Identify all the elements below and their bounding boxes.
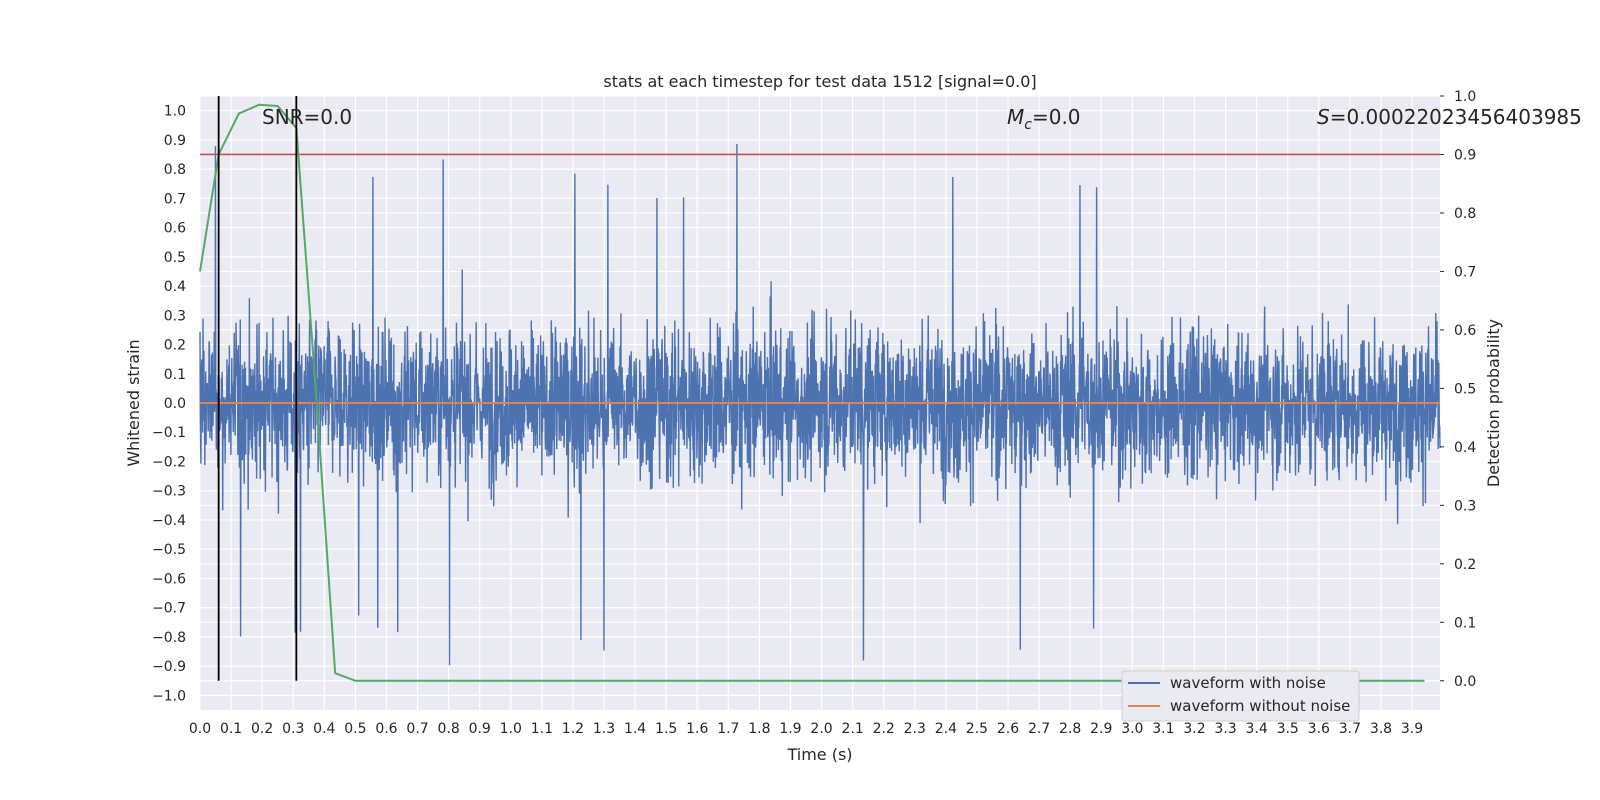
y-tick-label: −0.7 [152, 601, 186, 617]
legend: waveform with noise waveform without noi… [1121, 670, 1360, 722]
x-tick-label: 0.3 [282, 721, 304, 737]
y-tick-label: 0.0 [164, 396, 186, 412]
y2-tick-label: 0.5 [1454, 381, 1476, 397]
y2-axis-label: Detection probability [1484, 319, 1503, 487]
s-value: =0.00022023456403985 [1330, 105, 1582, 129]
x-tick-label: 2.3 [904, 721, 926, 737]
x-tick-label: 1.3 [593, 721, 615, 737]
y-tick-label: 1.0 [164, 104, 186, 120]
x-tick-label: 3.3 [1214, 721, 1236, 737]
y-tick-label: −0.5 [152, 542, 186, 558]
x-tick-label: 0.1 [220, 721, 242, 737]
mc-value: =0.0 [1032, 105, 1081, 129]
mc-subscript: c [1024, 117, 1032, 133]
y2-tick-label: 0.4 [1454, 440, 1476, 456]
legend-box [1121, 670, 1360, 722]
y-tick-label: 0.5 [164, 250, 186, 266]
y-tick-label: 0.2 [164, 338, 186, 354]
y-tick-label: −0.1 [152, 425, 186, 441]
x-axis-label: Time (s) [786, 745, 852, 764]
x-tick-label: 2.1 [841, 721, 863, 737]
s-symbol: S [1317, 105, 1330, 129]
x-axis-ticks: 0.0 0.1 0.2 0.3 0.4 0.5 0.6 0.7 0.8 0.9 1.0 1.1 1.2 1… [189, 721, 1423, 737]
y2-tick-label: 0.9 [1454, 147, 1476, 163]
y-tick-label: 0.1 [164, 367, 186, 383]
y-tick-label: 0.8 [164, 162, 186, 178]
y-tick-label: 0.4 [164, 279, 186, 295]
y-tick-label: −0.9 [152, 659, 186, 675]
x-tick-label: 3.6 [1308, 721, 1330, 737]
y-tick-label: −0.4 [152, 513, 186, 529]
series-detection-probability [199, 103, 1425, 682]
y2-tick-label: 0.6 [1454, 323, 1476, 339]
x-tick-label: 1.6 [686, 721, 708, 737]
plot-area [199, 95, 1441, 710]
y2-tick-label: 0.2 [1454, 557, 1476, 573]
x-tick-label: 2.2 [873, 721, 895, 737]
x-tick-label: 1.8 [748, 721, 770, 737]
y-tick-label: 0.6 [164, 221, 186, 237]
chart-title: stats at each timestep for test data 151… [603, 72, 1036, 91]
snr-annotation: SNR=0.0 [262, 105, 352, 129]
x-tick-label: 0.0 [189, 721, 211, 737]
legend-label-noise: waveform with noise [1170, 674, 1326, 692]
y-tick-label: 0.9 [164, 133, 186, 149]
y-tick-label: −1.0 [152, 688, 186, 704]
y-tick-label: −0.8 [152, 630, 186, 646]
y2-tick-label: 0.1 [1454, 615, 1476, 631]
x-tick-label: 3.0 [1121, 721, 1143, 737]
x-tick-label: 2.5 [966, 721, 988, 737]
x-tick-label: 1.9 [779, 721, 801, 737]
x-tick-label: 3.7 [1339, 721, 1361, 737]
s-annotation: S=0.00022023456403985 [1317, 105, 1582, 129]
x-tick-label: 2.9 [1090, 721, 1112, 737]
x-tick-label: 2.7 [1028, 721, 1050, 737]
x-tick-label: 3.4 [1246, 721, 1268, 737]
y2-tick-label: 0.0 [1454, 674, 1476, 690]
mc-symbol: M [1007, 105, 1024, 129]
x-tick-label: 0.8 [437, 721, 459, 737]
x-tick-label: 3.9 [1401, 721, 1423, 737]
y2-tick-label: 0.8 [1454, 206, 1476, 222]
y2-tick-label: 1.0 [1454, 89, 1476, 105]
x-tick-label: 1.5 [655, 721, 677, 737]
x-tick-label: 0.5 [344, 721, 366, 737]
x-tick-label: 1.0 [500, 721, 522, 737]
y-tick-label: 0.3 [164, 308, 186, 324]
x-tick-label: 0.6 [375, 721, 397, 737]
x-tick-label: 2.4 [935, 721, 957, 737]
x-tick-label: 0.7 [406, 721, 428, 737]
x-tick-label: 2.0 [810, 721, 832, 737]
y-axis-label: Whitened strain [124, 339, 143, 466]
noise-waveform-line [199, 144, 1441, 666]
x-tick-label: 3.5 [1277, 721, 1299, 737]
y2-tick-label: 0.7 [1454, 264, 1476, 280]
legend-label-clean: waveform without noise [1170, 697, 1350, 715]
y-tick-label: 0.7 [164, 191, 186, 207]
x-tick-label: 0.9 [469, 721, 491, 737]
x-tick-label: 1.2 [562, 721, 584, 737]
x-tick-label: 2.8 [1059, 721, 1081, 737]
x-tick-label: 3.1 [1152, 721, 1174, 737]
y2-tick-label: 0.3 [1454, 498, 1476, 514]
x-tick-label: 1.7 [717, 721, 739, 737]
x-tick-label: 2.6 [997, 721, 1019, 737]
x-tick-label: 0.2 [251, 721, 273, 737]
y-axis-ticks: 1.0 0.9 0.8 0.7 0.6 0.5 0.4 0.3 0.2 0.1 0.0 −0.1 −0.… [152, 104, 186, 705]
marker-lines [217, 96, 298, 681]
y2-axis-ticks: 1.0 0.9 0.8 0.7 0.6 0.5 0.4 0.3 0.2 0.1 0.0 [1440, 89, 1476, 690]
x-tick-label: 0.4 [313, 721, 335, 737]
x-tick-label: 3.8 [1370, 721, 1392, 737]
mc-annotation: Mc=0.0 [1007, 105, 1081, 133]
x-tick-label: 1.4 [624, 721, 646, 737]
x-tick-label: 1.1 [531, 721, 553, 737]
y-tick-label: −0.3 [152, 484, 186, 500]
series-waveform-with-noise [199, 144, 1441, 666]
y-tick-label: −0.6 [152, 571, 186, 587]
detection-probability-line [199, 103, 1425, 682]
y-tick-label: −0.2 [152, 454, 186, 470]
x-tick-label: 3.2 [1183, 721, 1205, 737]
